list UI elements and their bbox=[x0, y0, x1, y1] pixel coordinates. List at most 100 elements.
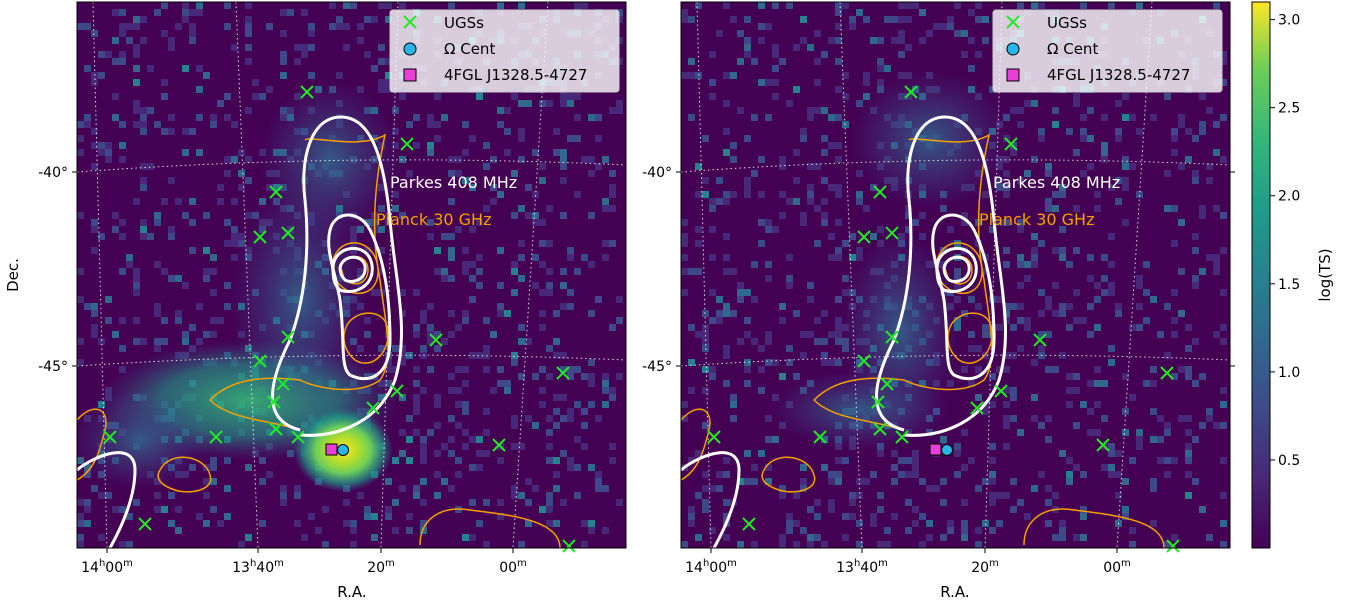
heatmap-cell bbox=[448, 436, 455, 443]
heatmap-cell bbox=[1108, 359, 1115, 366]
heatmap-cell bbox=[420, 436, 427, 443]
heatmap-cell bbox=[1017, 345, 1024, 352]
colorbar-tick-label: 1.5 bbox=[1278, 277, 1300, 293]
heatmap-cell bbox=[112, 331, 119, 338]
heatmap-cell bbox=[1108, 443, 1115, 450]
heatmap-cell bbox=[588, 212, 595, 219]
heatmap-cell bbox=[161, 268, 168, 275]
heatmap-cell bbox=[245, 534, 252, 541]
heatmap-cell bbox=[1192, 282, 1199, 289]
heatmap-cell bbox=[1122, 373, 1129, 380]
heatmap-cell bbox=[1122, 506, 1129, 513]
heatmap-cell bbox=[196, 338, 203, 345]
legend-fgl-label: 4FGL J1328.5-4727 bbox=[444, 66, 587, 84]
heatmap-cell bbox=[723, 128, 730, 135]
heatmap-cell bbox=[511, 93, 518, 100]
heatmap-cell bbox=[849, 513, 856, 520]
heatmap-cell bbox=[434, 471, 441, 478]
heatmap-cell bbox=[905, 471, 912, 478]
heatmap-cell bbox=[821, 352, 828, 359]
heatmap-cell bbox=[1220, 387, 1227, 394]
heatmap-cell bbox=[835, 324, 842, 331]
heatmap-cell bbox=[434, 268, 441, 275]
heatmap-cell bbox=[1045, 436, 1052, 443]
heatmap-cell bbox=[898, 471, 905, 478]
heatmap-cell bbox=[1199, 268, 1206, 275]
heatmap-cell bbox=[602, 387, 609, 394]
heatmap-cell bbox=[821, 310, 828, 317]
heatmap-cell bbox=[1122, 219, 1129, 226]
heatmap-cell bbox=[1213, 121, 1220, 128]
heatmap-cell bbox=[1017, 282, 1024, 289]
heatmap-cell bbox=[1129, 457, 1136, 464]
heatmap-cell bbox=[1150, 436, 1157, 443]
heatmap-cell bbox=[1150, 478, 1157, 485]
heatmap-cell bbox=[744, 317, 751, 324]
heatmap-cell bbox=[1017, 499, 1024, 506]
heatmap-cell bbox=[427, 149, 434, 156]
heatmap-cell bbox=[681, 289, 688, 296]
heatmap-cell bbox=[779, 534, 786, 541]
heatmap-cell bbox=[588, 170, 595, 177]
heatmap-cell bbox=[793, 44, 800, 51]
heatmap-cell bbox=[574, 191, 581, 198]
heatmap-cell bbox=[744, 177, 751, 184]
heatmap-cell bbox=[1178, 163, 1185, 170]
heatmap-cell bbox=[1059, 534, 1066, 541]
heatmap-cell bbox=[567, 373, 574, 380]
heatmap-cell bbox=[119, 268, 126, 275]
heatmap-cell bbox=[751, 296, 758, 303]
heatmap-cell bbox=[602, 401, 609, 408]
heatmap-cell bbox=[294, 520, 301, 527]
heatmap-cell bbox=[1108, 282, 1115, 289]
heatmap-cell bbox=[856, 247, 863, 254]
heatmap-cell bbox=[518, 541, 525, 548]
heatmap-cell bbox=[905, 44, 912, 51]
heatmap-cell bbox=[1192, 436, 1199, 443]
heatmap-cell bbox=[856, 520, 863, 527]
heatmap-cell bbox=[441, 275, 448, 282]
heatmap-cell bbox=[196, 303, 203, 310]
heatmap-cell bbox=[119, 541, 126, 548]
left-ytick-label: -40° bbox=[38, 165, 68, 181]
heatmap-cell bbox=[1066, 457, 1073, 464]
heatmap-cell bbox=[730, 401, 737, 408]
heatmap-cell bbox=[716, 317, 723, 324]
heatmap-cell bbox=[483, 163, 490, 170]
heatmap-cell bbox=[1073, 422, 1080, 429]
left-fgl-marker bbox=[325, 443, 338, 456]
heatmap-cell bbox=[842, 513, 849, 520]
heatmap-cell bbox=[77, 296, 84, 303]
heatmap-cell bbox=[891, 37, 898, 44]
heatmap-cell bbox=[399, 310, 406, 317]
legend-ugs-label: UGSs bbox=[1047, 14, 1087, 32]
heatmap-cell bbox=[1024, 100, 1031, 107]
heatmap-cell bbox=[616, 373, 623, 380]
heatmap-cell bbox=[560, 450, 567, 457]
heatmap-cell bbox=[210, 506, 217, 513]
heatmap-cell bbox=[343, 44, 350, 51]
heatmap-cell bbox=[765, 359, 772, 366]
heatmap-cell bbox=[877, 226, 884, 233]
heatmap-cell bbox=[434, 93, 441, 100]
heatmap-cell bbox=[1003, 219, 1010, 226]
ugs-marker bbox=[400, 137, 414, 151]
heatmap-cell bbox=[588, 261, 595, 268]
heatmap-cell bbox=[744, 478, 751, 485]
heatmap-cell bbox=[716, 198, 723, 205]
heatmap-cell bbox=[1003, 303, 1010, 310]
heatmap-cell bbox=[420, 387, 427, 394]
heatmap-cell bbox=[709, 226, 716, 233]
heatmap-cell bbox=[1108, 184, 1115, 191]
heatmap-cell bbox=[455, 156, 462, 163]
heatmap-cell bbox=[252, 93, 259, 100]
heatmap-cell bbox=[989, 499, 996, 506]
heatmap-cell bbox=[702, 387, 709, 394]
heatmap-cell bbox=[301, 534, 308, 541]
heatmap-cell bbox=[140, 114, 147, 121]
heatmap-cell bbox=[730, 415, 737, 422]
heatmap-cell bbox=[77, 135, 84, 142]
heatmap-cell bbox=[581, 408, 588, 415]
heatmap-cell bbox=[1185, 492, 1192, 499]
heatmap-cell bbox=[1094, 282, 1101, 289]
